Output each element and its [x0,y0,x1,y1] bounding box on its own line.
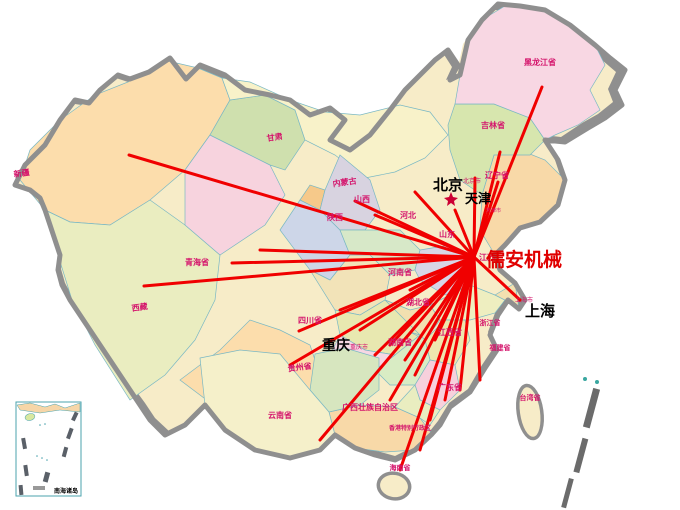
svg-text:青海省: 青海省 [185,257,209,267]
svg-text:上海: 上海 [525,302,555,320]
svg-text:天津: 天津 [465,191,491,206]
svg-text:辽宁省: 辽宁省 [485,170,509,180]
svg-text:湖南省: 湖南省 [388,337,412,347]
svg-text:浙江省: 浙江省 [480,318,501,327]
svg-text:天津市: 天津市 [486,207,501,214]
svg-text:重庆市: 重庆市 [350,343,368,351]
svg-text:云南省: 云南省 [268,410,292,420]
svg-text:吉林省: 吉林省 [481,120,505,130]
svg-text:台湾省: 台湾省 [520,393,541,402]
svg-text:湖北省: 湖北省 [406,297,430,307]
svg-text:山东: 山东 [439,229,455,239]
svg-text:山西: 山西 [354,194,370,204]
svg-text:四川省: 四川省 [298,315,322,325]
svg-text:海南省: 海南省 [390,463,411,472]
svg-text:香港特别行政区: 香港特别行政区 [388,424,431,432]
svg-text:广西壮族自治区: 广西壮族自治区 [342,402,398,412]
svg-text:重庆: 重庆 [322,337,350,353]
svg-text:福建省: 福建省 [489,343,511,352]
svg-text:北京: 北京 [433,176,463,194]
svg-text:河南省: 河南省 [388,267,412,277]
svg-text:河北: 河北 [400,210,416,220]
svg-text:广东省: 广东省 [438,382,462,392]
svg-text:儒安机械: 儒安机械 [486,248,562,271]
svg-text:江西省: 江西省 [438,327,462,337]
svg-text:陕西: 陕西 [327,212,343,222]
svg-text:南海诸岛: 南海诸岛 [54,487,78,495]
svg-text:北京市: 北京市 [463,177,481,185]
svg-text:黑龙江省: 黑龙江省 [524,57,556,67]
svg-text:上海市: 上海市 [515,296,533,304]
